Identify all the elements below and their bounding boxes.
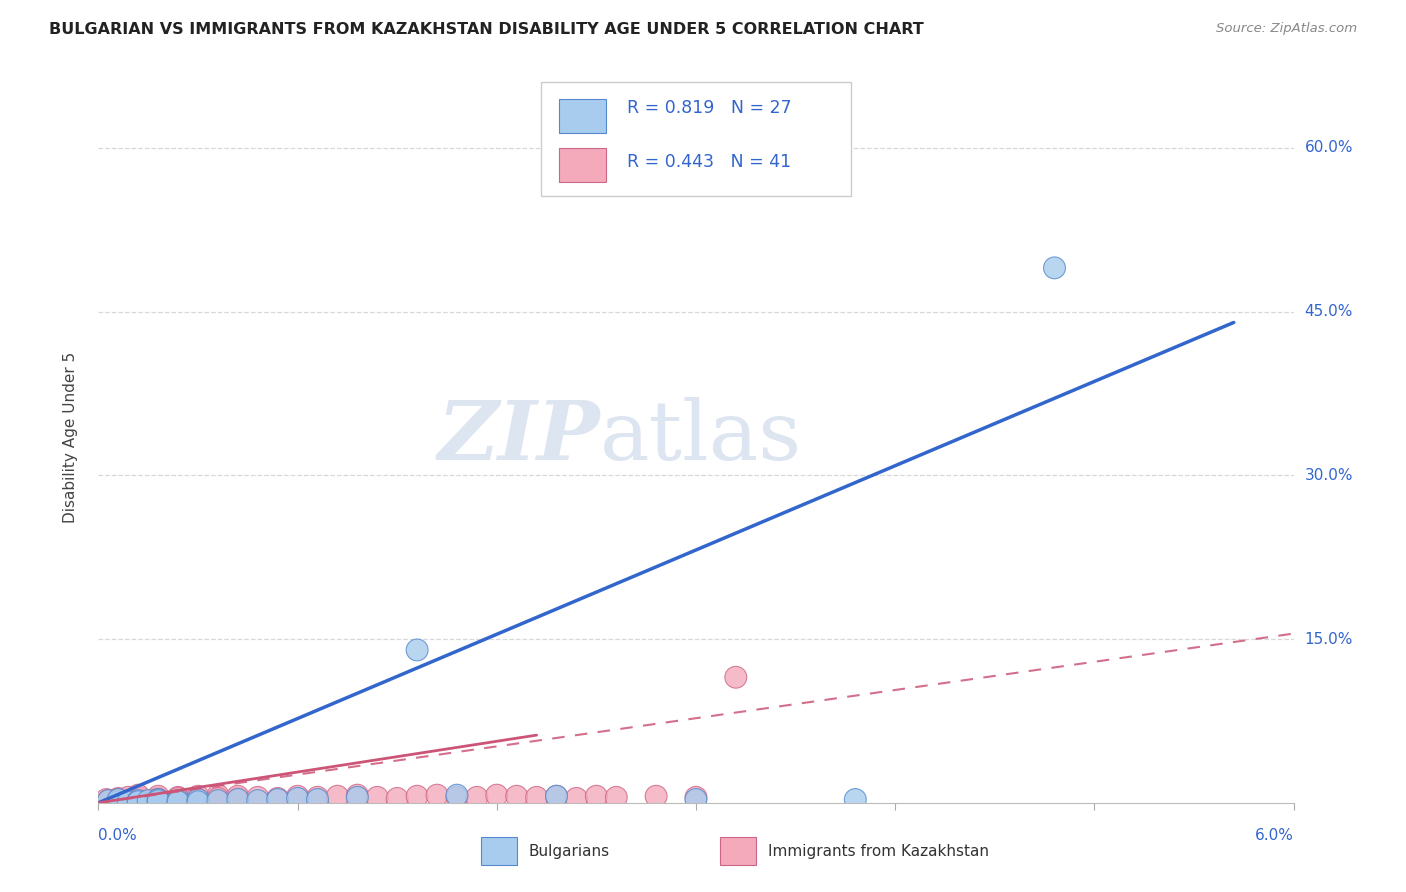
Text: atlas: atlas [600,397,803,477]
Ellipse shape [187,791,209,813]
Ellipse shape [685,789,707,811]
Ellipse shape [346,787,368,808]
Text: Immigrants from Kazakhstan: Immigrants from Kazakhstan [768,844,988,859]
Ellipse shape [207,789,229,812]
Ellipse shape [117,787,139,808]
Ellipse shape [645,785,666,807]
Text: BULGARIAN VS IMMIGRANTS FROM KAZAKHSTAN DISABILITY AGE UNDER 5 CORRELATION CHART: BULGARIAN VS IMMIGRANTS FROM KAZAKHSTAN … [49,22,924,37]
Ellipse shape [148,789,169,812]
Ellipse shape [226,789,249,811]
Ellipse shape [128,789,149,811]
Text: 0.0%: 0.0% [98,828,138,843]
Ellipse shape [107,788,129,809]
Ellipse shape [96,789,117,811]
Ellipse shape [287,785,308,807]
Text: 30.0%: 30.0% [1305,467,1353,483]
Text: R = 0.819   N = 27: R = 0.819 N = 27 [627,99,792,118]
Ellipse shape [446,784,468,806]
Ellipse shape [107,789,129,811]
Text: ZIP: ZIP [437,397,600,477]
Ellipse shape [97,789,120,812]
Text: Source: ZipAtlas.com: Source: ZipAtlas.com [1216,22,1357,36]
Ellipse shape [367,787,388,808]
Ellipse shape [506,785,527,807]
Ellipse shape [546,785,568,807]
Ellipse shape [387,788,408,809]
Ellipse shape [585,785,607,807]
Ellipse shape [486,784,508,806]
Ellipse shape [685,787,707,808]
Ellipse shape [207,788,229,809]
FancyBboxPatch shape [558,99,606,133]
Ellipse shape [287,788,308,809]
Ellipse shape [167,787,188,808]
Ellipse shape [148,788,169,809]
Text: 45.0%: 45.0% [1305,304,1353,319]
Ellipse shape [326,785,349,807]
Ellipse shape [226,788,249,809]
Ellipse shape [167,791,188,813]
Ellipse shape [148,791,169,813]
Ellipse shape [446,787,468,808]
Ellipse shape [406,785,427,807]
Ellipse shape [187,789,209,811]
Ellipse shape [1043,257,1066,279]
FancyBboxPatch shape [541,82,852,195]
FancyBboxPatch shape [720,838,756,865]
Ellipse shape [307,789,329,811]
Ellipse shape [307,787,329,808]
Ellipse shape [128,787,149,808]
Ellipse shape [128,789,149,812]
Ellipse shape [247,787,269,808]
Ellipse shape [107,791,129,813]
Ellipse shape [138,789,159,812]
Y-axis label: Disability Age Under 5: Disability Age Under 5 [63,351,77,523]
Ellipse shape [267,789,288,811]
Ellipse shape [167,788,188,809]
Ellipse shape [546,785,568,807]
Ellipse shape [117,791,139,813]
Ellipse shape [406,639,427,661]
Text: 60.0%: 60.0% [1305,140,1353,155]
Ellipse shape [725,666,747,688]
Ellipse shape [346,784,368,806]
Ellipse shape [565,788,588,809]
Ellipse shape [128,784,149,806]
Ellipse shape [207,784,229,806]
Text: Bulgarians: Bulgarians [529,844,610,859]
Ellipse shape [426,784,449,806]
Ellipse shape [128,791,149,813]
Ellipse shape [187,785,209,807]
Text: R = 0.443   N = 41: R = 0.443 N = 41 [627,153,790,170]
Ellipse shape [148,789,169,811]
Ellipse shape [247,789,269,812]
Ellipse shape [267,788,288,809]
Ellipse shape [148,789,169,811]
Ellipse shape [526,787,547,808]
Ellipse shape [107,789,129,811]
Ellipse shape [845,789,866,811]
Ellipse shape [606,787,627,808]
Ellipse shape [97,789,120,812]
FancyBboxPatch shape [558,148,606,182]
Ellipse shape [187,789,209,811]
Ellipse shape [148,785,169,807]
Text: 6.0%: 6.0% [1254,828,1294,843]
Ellipse shape [465,787,488,808]
Ellipse shape [167,789,188,812]
FancyBboxPatch shape [481,838,517,865]
Ellipse shape [226,785,249,807]
Text: 15.0%: 15.0% [1305,632,1353,647]
